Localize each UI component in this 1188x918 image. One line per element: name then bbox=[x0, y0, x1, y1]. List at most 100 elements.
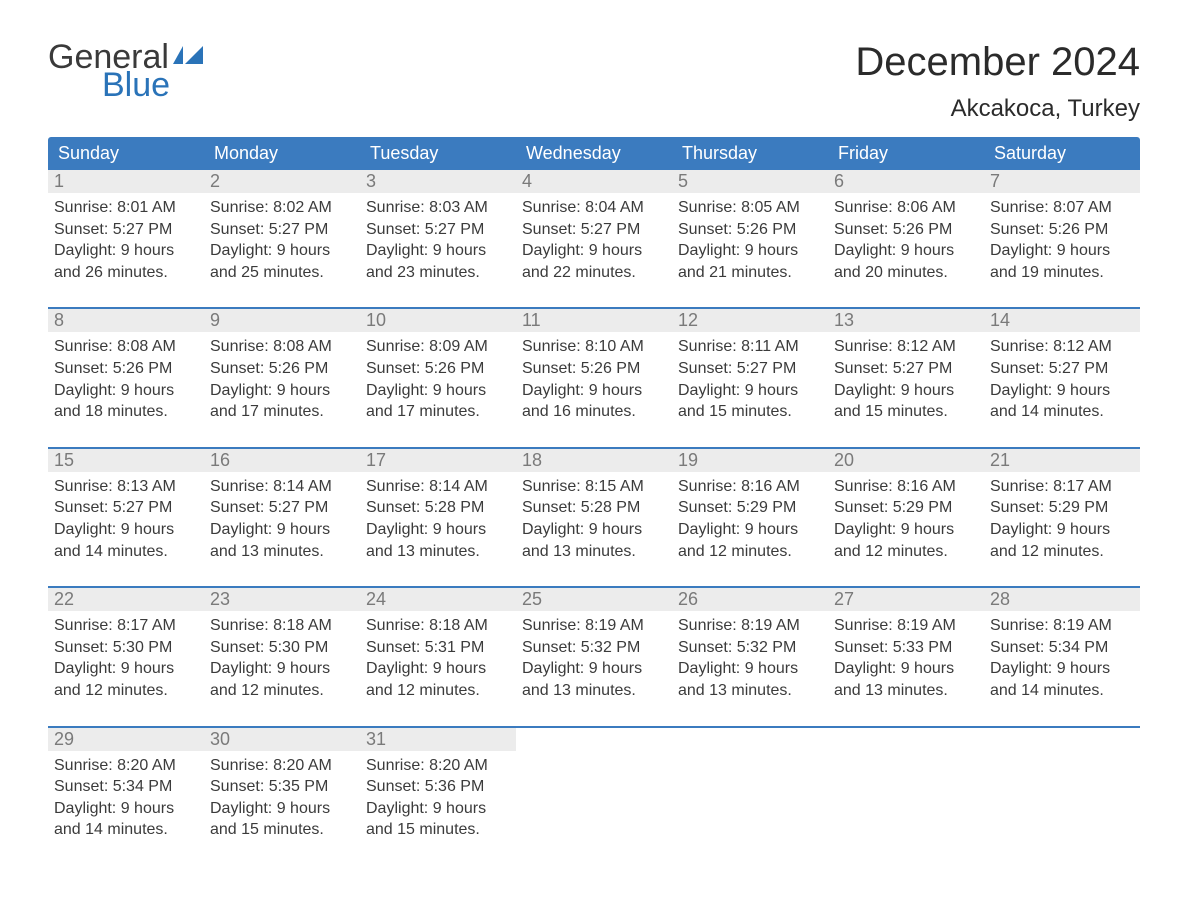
page-title: December 2024 bbox=[855, 40, 1140, 85]
day-details: Sunrise: 8:09 AMSunset: 5:26 PMDaylight:… bbox=[360, 332, 516, 428]
day-details: Sunrise: 8:10 AMSunset: 5:26 PMDaylight:… bbox=[516, 332, 672, 428]
weekday-header: Friday bbox=[828, 137, 984, 170]
day-details: Sunrise: 8:03 AMSunset: 5:27 PMDaylight:… bbox=[360, 193, 516, 289]
sunrise-text: Sunrise: 8:14 AM bbox=[366, 476, 510, 498]
calendar-day: 20Sunrise: 8:16 AMSunset: 5:29 PMDayligh… bbox=[828, 449, 984, 568]
calendar-day: 3Sunrise: 8:03 AMSunset: 5:27 PMDaylight… bbox=[360, 170, 516, 289]
sunset-text: Sunset: 5:26 PM bbox=[834, 219, 978, 241]
day-details: Sunrise: 8:20 AMSunset: 5:35 PMDaylight:… bbox=[204, 751, 360, 847]
day-number: 11 bbox=[516, 309, 672, 332]
day-details: Sunrise: 8:14 AMSunset: 5:27 PMDaylight:… bbox=[204, 472, 360, 568]
daylight-text: Daylight: 9 hours and 12 minutes. bbox=[210, 658, 354, 701]
calendar-day: 2Sunrise: 8:02 AMSunset: 5:27 PMDaylight… bbox=[204, 170, 360, 289]
calendar-day: 24 Sunrise: 8:18 AMSunset: 5:31 PMDayligh… bbox=[360, 588, 516, 707]
sunrise-text: Sunrise: 8:03 AM bbox=[366, 197, 510, 219]
sunrise-text: Sunrise: 8:10 AM bbox=[522, 336, 666, 358]
sunset-text: Sunset: 5:26 PM bbox=[678, 219, 822, 241]
day-number: 1 bbox=[48, 170, 204, 193]
day-number: 19 bbox=[672, 449, 828, 472]
sunrise-text: Sunrise: 8:08 AM bbox=[210, 336, 354, 358]
day-number: 4 bbox=[516, 170, 672, 193]
calendar-day: 27Sunrise: 8:19 AMSunset: 5:33 PMDayligh… bbox=[828, 588, 984, 707]
daylight-text: Daylight: 9 hours and 15 minutes. bbox=[366, 798, 510, 841]
weekday-header: Monday bbox=[204, 137, 360, 170]
day-details: Sunrise: 8:07 AMSunset: 5:26 PMDaylight:… bbox=[984, 193, 1140, 289]
sunset-text: Sunset: 5:27 PM bbox=[54, 497, 198, 519]
daylight-text: Daylight: 9 hours and 14 minutes. bbox=[990, 380, 1134, 423]
day-number: 8 bbox=[48, 309, 204, 332]
sunrise-text: Sunrise: 8:01 AM bbox=[54, 197, 198, 219]
calendar-day bbox=[828, 728, 984, 847]
calendar-day: 26Sunrise: 8:19 AMSunset: 5:32 PMDayligh… bbox=[672, 588, 828, 707]
weekday-header: Wednesday bbox=[516, 137, 672, 170]
daylight-text: Daylight: 9 hours and 18 minutes. bbox=[54, 380, 198, 423]
sunrise-text: Sunrise: 8:11 AM bbox=[678, 336, 822, 358]
sunrise-text: Sunrise: 8:20 AM bbox=[210, 755, 354, 777]
calendar-day: 31Sunrise: 8:20 AMSunset: 5:36 PMDayligh… bbox=[360, 728, 516, 847]
calendar-week: 1Sunrise: 8:01 AMSunset: 5:27 PMDaylight… bbox=[48, 170, 1140, 289]
day-details: Sunrise: 8:18 AMSunset: 5:30 PMDaylight:… bbox=[204, 611, 360, 707]
sunset-text: Sunset: 5:28 PM bbox=[366, 497, 510, 519]
day-number: 26 bbox=[672, 588, 828, 611]
calendar-week: 15 Sunrise: 8:13 AMSunset: 5:27 PM Dayligh… bbox=[48, 447, 1140, 568]
sunset-text: Sunset: 5:34 PM bbox=[990, 637, 1134, 659]
daylight-text: Daylight: 9 hours and 13 minutes. bbox=[210, 519, 354, 562]
daylight-text: Daylight: 9 hours and 13 minutes. bbox=[522, 519, 666, 562]
sunrise-text: Sunrise: 8:13 AM bbox=[54, 476, 198, 498]
day-number: 15 bbox=[48, 449, 204, 472]
weekday-header-row: Sunday Monday Tuesday Wednesday Thursday… bbox=[48, 137, 1140, 170]
daylight-text: Daylight: 9 hours and 25 minutes. bbox=[210, 240, 354, 283]
daylight-text: Daylight: 9 hours and 17 minutes. bbox=[366, 380, 510, 423]
calendar-week: 22Sunrise: 8:17 AMSunset: 5:30 PMDayligh… bbox=[48, 586, 1140, 707]
sunrise-text: Sunrise: 8:18 AM bbox=[366, 615, 510, 637]
daylight-text: Daylight: 9 hours and 12 minutes. bbox=[366, 658, 510, 701]
calendar-day: 1Sunrise: 8:01 AMSunset: 5:27 PMDaylight… bbox=[48, 170, 204, 289]
calendar-day: 13Sunrise: 8:12 AMSunset: 5:27 PMDayligh… bbox=[828, 309, 984, 428]
sunset-text: Sunset: 5:26 PM bbox=[990, 219, 1134, 241]
sunset-text: Sunset: 5:33 PM bbox=[834, 637, 978, 659]
calendar-day: 8Sunrise: 8:08 AMSunset: 5:26 PMDaylight… bbox=[48, 309, 204, 428]
day-number: 20 bbox=[828, 449, 984, 472]
calendar-day: 9Sunrise: 8:08 AMSunset: 5:26 PMDaylight… bbox=[204, 309, 360, 428]
sunset-text: Sunset: 5:31 PM bbox=[366, 637, 510, 659]
sunrise-text: Sunrise: 8:20 AM bbox=[54, 755, 198, 777]
header: General Blue December 2024 Akcakoca, Tur… bbox=[48, 40, 1140, 123]
sunrise-text: Sunrise: 8:07 AM bbox=[990, 197, 1134, 219]
calendar-day: 10Sunrise: 8:09 AMSunset: 5:26 PMDayligh… bbox=[360, 309, 516, 428]
day-number: 10 bbox=[360, 309, 516, 332]
day-number: 16 bbox=[204, 449, 360, 472]
location-label: Akcakoca, Turkey bbox=[855, 95, 1140, 123]
sunset-text: Sunset: 5:27 PM bbox=[366, 219, 510, 241]
weekday-header: Tuesday bbox=[360, 137, 516, 170]
day-number: 29 bbox=[48, 728, 204, 751]
sunrise-text: Sunrise: 8:20 AM bbox=[366, 755, 510, 777]
sunrise-text: Sunrise: 8:02 AM bbox=[210, 197, 354, 219]
day-number: 7 bbox=[984, 170, 1140, 193]
day-details: Sunrise: 8:14 AMSunset: 5:28 PMDaylight:… bbox=[360, 472, 516, 568]
day-details: Sunrise: 8:19 AMSunset: 5:32 PMDaylight:… bbox=[672, 611, 828, 707]
calendar-day: 15Sunrise: 8:13 AMSunset: 5:27 PMDayligh… bbox=[48, 449, 204, 568]
calendar-day: 23Sunrise: 8:18 AMSunset: 5:30 PMDayligh… bbox=[204, 588, 360, 707]
calendar-day: 22Sunrise: 8:17 AMSunset: 5:30 PMDayligh… bbox=[48, 588, 204, 707]
daylight-text: Daylight: 9 hours and 20 minutes. bbox=[834, 240, 978, 283]
sunrise-text: Sunrise: 8:06 AM bbox=[834, 197, 978, 219]
calendar: Sunday Monday Tuesday Wednesday Thursday… bbox=[48, 137, 1140, 847]
sunset-text: Sunset: 5:26 PM bbox=[522, 358, 666, 380]
day-details: Sunrise: 8:08 AMSunset: 5:26 PMDaylight:… bbox=[48, 332, 204, 428]
daylight-text: Daylight: 9 hours and 19 minutes. bbox=[990, 240, 1134, 283]
day-number: 24 bbox=[360, 588, 516, 611]
sunset-text: Sunset: 5:27 PM bbox=[834, 358, 978, 380]
day-number: 17 bbox=[360, 449, 516, 472]
sunset-text: Sunset: 5:35 PM bbox=[210, 776, 354, 798]
day-number: 23 bbox=[204, 588, 360, 611]
sunset-text: Sunset: 5:27 PM bbox=[522, 219, 666, 241]
day-number: 9 bbox=[204, 309, 360, 332]
daylight-text: Daylight: 9 hours and 26 minutes. bbox=[54, 240, 198, 283]
day-number: 2 bbox=[204, 170, 360, 193]
day-number: 13 bbox=[828, 309, 984, 332]
day-number: 21 bbox=[984, 449, 1140, 472]
daylight-text: Daylight: 9 hours and 12 minutes. bbox=[834, 519, 978, 562]
day-number: 25 bbox=[516, 588, 672, 611]
daylight-text: Daylight: 9 hours and 22 minutes. bbox=[522, 240, 666, 283]
day-number: 31 bbox=[360, 728, 516, 751]
